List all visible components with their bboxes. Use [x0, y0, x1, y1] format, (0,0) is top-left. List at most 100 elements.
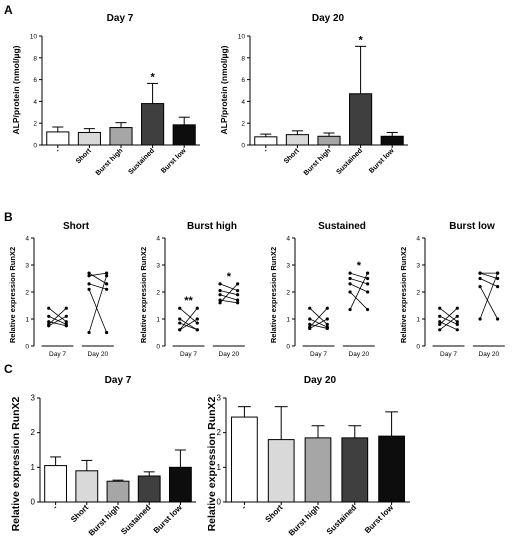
panel-b-short-day20-point: [105, 330, 109, 335]
panel-c-day20-category-label: Short: [263, 503, 284, 524]
panel-b-bursthigh-significance-label: *: [227, 271, 232, 283]
panel-b-short-day20-pair-line: [88, 275, 108, 333]
panel-a-day7-category-label: Sustained: [127, 147, 156, 176]
panel-c-day7-y-tick-label: 2: [31, 428, 36, 437]
panel-b-sustained-day20-point: [348, 271, 352, 275]
panel-b-burstlow-day7-point: [438, 322, 442, 326]
panel-a-day20-bar: [254, 136, 278, 146]
panel-b-burstlow-day20-pair-line: [479, 272, 498, 320]
panel-a-day7-y-tick-label: 10: [30, 34, 38, 41]
panel-c-day7-y-tick-label: 3: [31, 394, 36, 403]
panel-b-burstlow-day20-point: [496, 285, 500, 289]
panel-b-burstlow-y-tick-label: 1: [416, 317, 420, 324]
panel-b-bursthigh-day20-pair-line: [219, 283, 238, 292]
panel-c-day7-category-label: -: [51, 503, 59, 511]
panel-b-bursthigh-day7-pair-line: [179, 322, 198, 331]
panel-b-burstlow-day20-pair-line: [479, 286, 498, 320]
panel-c-day20-y-tick-label: 2: [217, 428, 222, 437]
panel-b-bursthigh-day7-point: [178, 321, 182, 325]
panel-c-day7-bar: [168, 466, 192, 503]
panel-b-bursthigh-significance-label: **: [184, 295, 193, 307]
panel-a-day7-bar: [109, 127, 133, 146]
panel-b-burstlow-y-tick-label: 4: [416, 236, 420, 243]
panel-c-day7-category-label: Short: [69, 503, 90, 524]
panel-b-sustained-day20-point: [366, 290, 370, 294]
panel-b-sustained-day20-pair-line: [349, 283, 368, 293]
panel-c-letter: C: [4, 362, 13, 376]
panel-b-short-chart: 0 1 2 3 4 Day 7 Day 20: [25, 236, 114, 358]
panel-b-sustained-ylabel: Relative expression RunX2: [269, 247, 278, 343]
panel-b-sustained-x-label: Day 7: [310, 351, 327, 358]
panel-a-day20-category-label: Burst low: [368, 147, 396, 175]
panel-b-short-day7-point: [47, 314, 51, 318]
panel-b-burstlow-day7-point: [438, 320, 442, 324]
panel-b-short-day7-pair-line: [48, 315, 67, 325]
panel-a-day7-y-tick-label: 0: [33, 143, 37, 150]
panel-b-bursthigh-day20-point: [236, 282, 240, 286]
panel-a-day7-bar: [77, 131, 101, 146]
panel-b-bursthigh-day20-point: [218, 298, 222, 302]
panel-b-burstlow-y-tick-label: 2: [416, 290, 420, 297]
panel-c-day7-bar: [106, 480, 130, 503]
panel-a-day7-y-tick-label: 8: [33, 55, 37, 62]
panel-b-sustained-day7-point: [325, 322, 329, 326]
panel-b-sustained-significance-label: *: [357, 260, 362, 272]
panel-b-bursthigh-day20-point: [218, 293, 222, 297]
panel-b-burstlow-title: Burst low: [449, 221, 495, 232]
panel-b-sustained-day20-point: [366, 276, 370, 281]
panel-c-day7-title: Day 7: [105, 375, 132, 386]
panel-a-day20-bar: [380, 135, 404, 146]
panel-a-day7-bar: [141, 103, 165, 146]
panel-b-burstlow-day7-point: [455, 314, 459, 318]
panel-a-day20-y-tick-label: 6: [241, 77, 245, 84]
panel-b-bursthigh-day7-point: [195, 306, 199, 310]
panel-b-burstlow-y-tick-label: 3: [416, 263, 420, 270]
panel-b-burstlow-day7-pair-line: [439, 321, 458, 331]
panel-b-sustained-day7-point: [308, 317, 312, 321]
panel-a-day7-category-label: -: [55, 147, 62, 154]
panel-b-burstlow-ylabel: Relative expression RunX2: [399, 247, 408, 343]
panel-c-day7-category-label: Burst high: [87, 503, 122, 538]
panel-c-day20-y-tick-label: 1: [217, 463, 222, 472]
panel-c-day7-y-tick-label: 0: [31, 498, 36, 507]
panel-b-sustained-day20-point: [366, 307, 370, 312]
panel-b-sustained-day20-pair-line: [349, 272, 368, 279]
panel-b-bursthigh-day20-point: [218, 301, 222, 305]
panel-b-bursthigh-day7-pair-line: [179, 318, 198, 331]
panel-b-burstlow-day20-point: [496, 271, 500, 275]
panel-b-burstlow-day7-pair-line: [439, 307, 458, 325]
panel-b-bursthigh-y-tick-label: 0: [156, 344, 160, 351]
panel-b-bursthigh-day20-point: [236, 289, 240, 293]
panel-a-day20-significance-label: *: [358, 34, 363, 46]
panel-b-short-day20-point: [105, 282, 109, 286]
panel-c-day20-y-tick-label: 3: [217, 394, 222, 403]
panel-b-short-day7-pair-line: [48, 307, 67, 323]
panel-a-day20-title: Day 20: [312, 13, 345, 24]
panel-b-short-day7-point: [64, 314, 68, 318]
panel-b-sustained-day7-pair-line: [309, 318, 328, 329]
panel-a-day20-y-tick-label: 4: [241, 99, 245, 106]
panel-b-sustained-day20-point: [348, 282, 352, 286]
panel-b-bursthigh-day20-point: [236, 293, 240, 297]
panel-b-burstlow-day20-point: [478, 317, 482, 321]
panel-b-burstlow-day20-point: [478, 285, 482, 289]
panel-b-bursthigh-day7-point: [178, 306, 182, 310]
panel-a-day20-bar: [349, 93, 373, 146]
panel-b-burstlow-day7-point: [455, 306, 459, 310]
panel-a-day7-y-tick-label: 6: [33, 77, 37, 84]
panel-c-day7-category-label: Sustained: [119, 503, 152, 536]
panel-b-short-day7-point: [64, 306, 68, 310]
panel-b-short-day7-point: [47, 320, 51, 324]
panel-b-sustained-day20-point: [366, 282, 370, 286]
panel-a-day7-bar: [172, 124, 196, 146]
panel-b-sustained-y-tick-label: 3: [286, 263, 290, 270]
panel-b-burstlow-day7-point: [455, 322, 459, 326]
panel-b-sustained-day7-pair-line: [309, 307, 328, 325]
panel-a-day7-category-label: Short: [75, 147, 93, 165]
panel-b-bursthigh-day20-point: [218, 282, 222, 286]
panel-b-sustained-day20-pair-line: [349, 272, 368, 310]
panel-b-burstlow-day20-point: [478, 276, 482, 281]
panel-b-sustained-chart: 0 1 2 3 4 Day 7 Day 20 *: [286, 236, 375, 358]
panel-c-day20-category-label: -: [240, 503, 248, 511]
